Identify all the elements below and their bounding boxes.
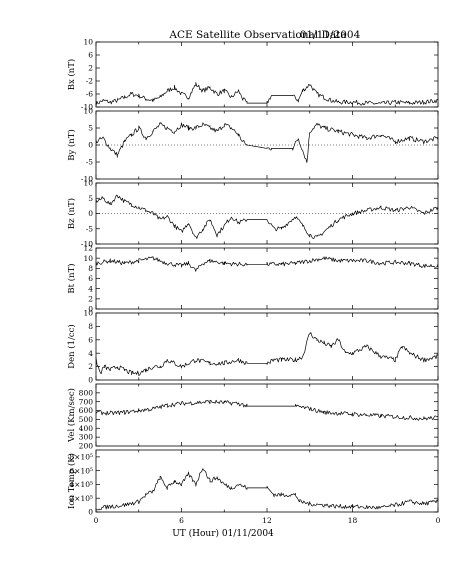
chart-date: 01/11/2004 [300,29,361,41]
series-line [95,399,439,421]
y-axis-label: Vel (Km/sec) [66,388,77,443]
y-axis-label: Bt (nT) [66,263,77,293]
y-tick-label: 300 [79,433,94,442]
y-tick-label: -10 [81,175,93,184]
y-axis-label: Den (1/cc) [66,324,77,368]
panel-frame [95,247,439,310]
y-tick-label: 6 [88,274,93,283]
y-tick-label: -10 [81,103,93,112]
y-tick-label: 2 [88,294,93,303]
y-tick-label: 10 [83,309,93,318]
y-tick-label: 500 [79,415,94,424]
y-axis-label: Bx (nT) [66,59,77,91]
y-tick-label: -5 [86,158,94,167]
series-line [95,468,439,511]
x-axis: 0 6 12 18 0 [94,516,441,525]
y-tick-label: -10 [81,240,93,249]
y-tick-label: 10 [83,107,93,116]
y-tick-label: 2 [88,64,93,73]
y-tick-label: 10 [83,179,93,188]
y-tick-label: 6 [88,335,93,344]
y-tick-label: 0 [88,376,93,385]
panel-3: 10 5 0 -5 -10 Bz (nT) [66,179,439,249]
panel-5: 10 8 6 4 2 0 Den (1/cc) [66,309,439,385]
x-tick-label: 18 [348,516,358,525]
y-tick-label: 400 [79,424,94,433]
y-tick-label: 8×10⁵ [69,452,93,461]
y-tick-label: 600 [79,406,94,415]
y-tick-label: 4×10⁵ [69,480,93,489]
y-tick-label: 5 [88,194,93,203]
series-line [95,256,439,272]
x-tick-label: 0 [94,516,99,525]
x-tick-label: 6 [179,516,184,525]
y-tick-label: -5 [86,224,94,233]
x-tick-label: 12 [262,516,272,525]
y-tick-label: 0 [88,141,93,150]
panel-7: 8×10⁵ 6×10⁵ 4×10⁵ 2×10⁵ 0 Ion Temp (K) [66,449,439,517]
series-line [95,194,439,239]
y-tick-label: 8 [88,264,93,273]
y-tick-label: 4 [88,284,93,293]
y-tick-label: 10 [83,38,93,47]
y-tick-label: 2 [88,362,93,371]
y-tick-label: 2×10⁵ [69,494,93,503]
x-axis-label: UT (Hour) 01/11/2004 [172,528,274,539]
y-tick-label: 200 [79,442,94,451]
y-tick-label: 8 [88,322,93,331]
y-tick-label: 5 [88,124,93,133]
panel-frame [95,41,439,108]
y-tick-label: 0 [88,508,93,517]
y-tick-label: 6×10⁵ [69,466,93,475]
x-tick-label: 0 [436,516,441,525]
y-tick-label: 700 [79,397,94,406]
series-line [95,332,439,376]
panel-frame [95,312,439,381]
y-axis-label: By (nT) [66,129,77,161]
y-tick-label: 12 [83,244,93,253]
y-tick-label: 0 [88,305,93,314]
panel-1: 10 6 2 -2 -6 -10 Bx (nT) [66,38,439,112]
y-tick-label: 800 [79,388,94,397]
series-line [95,122,439,163]
y-tick-label: -6 [86,90,94,99]
y-axis-label: Ion Temp (K) [66,453,77,509]
y-tick-label: 6 [88,51,93,60]
y-tick-label: -2 [86,77,94,86]
y-tick-label: 10 [83,254,93,263]
panel-2: 10 5 0 -5 -10 By (nT) [66,107,439,184]
chart-title: ACE Satellite Observational Data [168,29,346,41]
panel-frame [95,449,439,513]
y-tick-label: 0 [88,209,93,218]
y-tick-label: 4 [88,349,93,358]
series-line [95,82,439,107]
y-axis-label: Bz (nT) [66,198,77,229]
panels: 10 6 2 -2 -6 -10 Bx (nT) 10 5 0 -5 -10 By (nT) 10 5 0 -5… [66,38,439,517]
